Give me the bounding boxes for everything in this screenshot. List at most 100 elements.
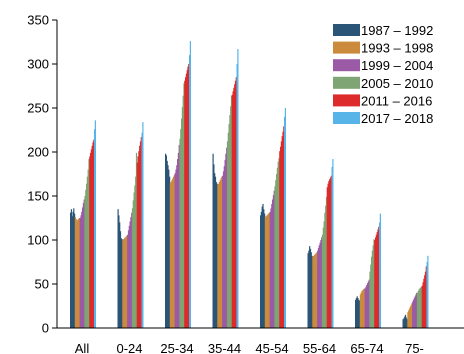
bar bbox=[372, 245, 374, 328]
bar bbox=[408, 310, 410, 328]
bar bbox=[412, 301, 414, 328]
bar bbox=[213, 164, 215, 328]
bar bbox=[277, 161, 279, 328]
bar bbox=[312, 256, 314, 328]
bar bbox=[221, 176, 223, 328]
legend-swatch bbox=[333, 94, 360, 107]
bar bbox=[127, 234, 129, 328]
bar bbox=[361, 291, 363, 328]
bar bbox=[419, 288, 421, 328]
bar bbox=[74, 217, 76, 328]
bar bbox=[71, 216, 73, 328]
bar bbox=[218, 181, 221, 328]
legend-swatch bbox=[333, 112, 360, 124]
bar bbox=[371, 250, 373, 328]
bar bbox=[223, 166, 225, 328]
bar bbox=[359, 294, 361, 328]
bar bbox=[122, 240, 124, 328]
bar bbox=[131, 212, 133, 328]
bar bbox=[317, 250, 319, 328]
bar bbox=[220, 178, 222, 328]
bar bbox=[119, 222, 121, 328]
bar bbox=[80, 215, 82, 328]
bar bbox=[92, 142, 94, 328]
bar bbox=[224, 159, 226, 328]
bar bbox=[123, 239, 125, 328]
bar bbox=[169, 176, 171, 328]
bar bbox=[219, 180, 221, 328]
bar bbox=[73, 208, 75, 328]
bar bbox=[272, 199, 274, 328]
bar bbox=[269, 211, 271, 328]
bar bbox=[420, 287, 422, 328]
legend-label: 1999 – 2004 bbox=[361, 58, 433, 73]
bar bbox=[222, 171, 225, 328]
bar bbox=[229, 115, 231, 328]
bar bbox=[323, 221, 325, 328]
bar bbox=[231, 94, 233, 328]
bar bbox=[403, 318, 405, 328]
x-tick-label: 55-64 bbox=[303, 341, 336, 354]
bar bbox=[314, 254, 316, 328]
bar bbox=[87, 169, 89, 328]
bar bbox=[375, 234, 377, 328]
bar bbox=[370, 264, 372, 328]
bar bbox=[169, 182, 171, 328]
bar bbox=[124, 237, 126, 328]
legend-swatch bbox=[333, 59, 360, 72]
bar bbox=[233, 87, 235, 328]
y-tick-label: 350 bbox=[27, 13, 49, 28]
bar bbox=[142, 122, 144, 328]
bar bbox=[373, 239, 375, 328]
bar bbox=[266, 215, 268, 328]
bar bbox=[176, 165, 178, 328]
bar bbox=[272, 195, 274, 328]
bar bbox=[331, 166, 333, 328]
bar bbox=[418, 289, 420, 328]
bar bbox=[188, 64, 190, 328]
bar bbox=[371, 256, 373, 328]
legend-label: 2005 – 2010 bbox=[361, 76, 433, 91]
bar bbox=[330, 175, 332, 328]
bar bbox=[402, 319, 404, 328]
bar bbox=[234, 84, 236, 329]
bar bbox=[137, 156, 139, 328]
bar bbox=[75, 218, 77, 328]
legend-label: 1987 – 1992 bbox=[361, 23, 433, 38]
bar bbox=[368, 279, 370, 328]
legend-swatch bbox=[333, 76, 360, 89]
bar bbox=[364, 288, 366, 328]
legend-swatch bbox=[333, 24, 360, 36]
bar bbox=[264, 217, 266, 328]
bar bbox=[404, 314, 407, 328]
x-tick-label: 45-54 bbox=[255, 341, 288, 354]
bar bbox=[117, 209, 119, 328]
bar bbox=[271, 203, 273, 328]
bar bbox=[84, 196, 86, 328]
x-tick-label: 25-34 bbox=[160, 341, 193, 354]
bar bbox=[426, 262, 428, 328]
bar bbox=[311, 255, 313, 328]
bar bbox=[416, 292, 419, 328]
bar bbox=[329, 179, 331, 328]
bar bbox=[135, 176, 137, 328]
bar bbox=[135, 152, 138, 328]
bar bbox=[139, 141, 142, 328]
bar bbox=[321, 234, 324, 328]
bar bbox=[179, 138, 181, 328]
bar bbox=[309, 248, 312, 328]
bar bbox=[274, 186, 276, 328]
bar bbox=[265, 216, 267, 328]
bar bbox=[138, 151, 140, 328]
bar bbox=[166, 160, 168, 328]
y-axis: 0 50 100 150 200 250 300 350 bbox=[27, 13, 58, 336]
bar bbox=[93, 139, 95, 328]
bar bbox=[427, 255, 429, 328]
bar bbox=[379, 213, 381, 328]
bar bbox=[280, 146, 282, 328]
bar bbox=[94, 120, 96, 328]
bar bbox=[424, 275, 426, 328]
y-tick-label: 250 bbox=[27, 101, 49, 116]
bar bbox=[187, 66, 189, 328]
